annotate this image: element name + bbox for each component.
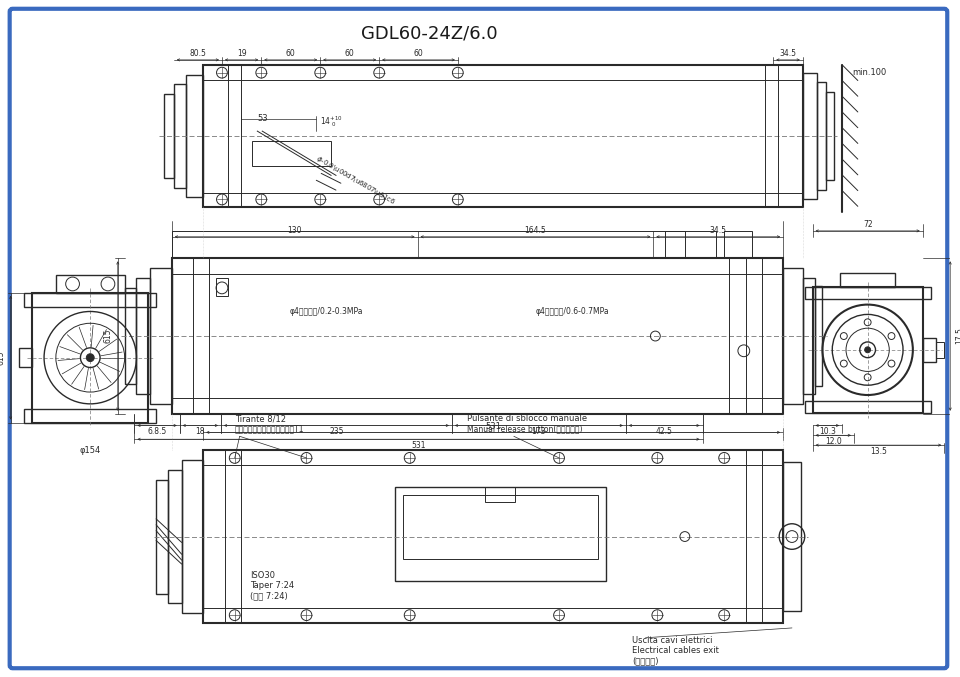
Circle shape (865, 347, 871, 353)
Text: 615: 615 (104, 329, 112, 343)
Text: 6.8.5: 6.8.5 (148, 427, 167, 436)
Text: 60: 60 (286, 49, 296, 58)
Text: min.100: min.100 (852, 68, 886, 77)
Bar (204, 65, 803, 207)
Bar (804, 401, 930, 413)
Text: 当樯构与模具配合时紧固连接T1: 当樯构与模具配合时紧固连接T1 (235, 424, 304, 433)
Bar (923, 338, 936, 362)
Text: φ154: φ154 (80, 445, 101, 454)
Bar (783, 462, 801, 611)
Bar (803, 278, 815, 394)
Text: φ4套就接口/0.6-0.7MPa: φ4套就接口/0.6-0.7MPa (536, 307, 609, 316)
Text: 42.5: 42.5 (656, 427, 673, 436)
Text: $\phi$-0.0\u00d7\u6807\u51c6: $\phi$-0.0\u00d7\u6807\u51c6 (314, 153, 397, 207)
Text: Manual release button(手动领松按): Manual release button(手动领松按) (467, 424, 582, 433)
Text: 60: 60 (414, 49, 423, 58)
Bar (812, 287, 923, 413)
Bar (216, 278, 228, 296)
Text: 17.5: 17.5 (955, 328, 960, 345)
Bar (783, 268, 803, 404)
Bar (252, 141, 331, 166)
Bar (803, 72, 817, 200)
Text: 53: 53 (257, 114, 268, 123)
Bar (156, 479, 168, 594)
Bar (125, 288, 136, 385)
Text: 12.0: 12.0 (825, 437, 842, 445)
Text: 34.5: 34.5 (780, 49, 797, 58)
Bar (815, 286, 823, 386)
Bar (804, 287, 930, 299)
Bar (724, 231, 752, 259)
Text: Taper 7:24: Taper 7:24 (251, 581, 295, 590)
Text: 72: 72 (863, 221, 873, 230)
Text: 19: 19 (237, 49, 247, 58)
Bar (172, 259, 783, 274)
Bar (24, 292, 156, 307)
Text: Pulsante di sblocco manuale: Pulsante di sblocco manuale (467, 414, 587, 423)
Text: 615: 615 (0, 351, 6, 365)
Text: 531: 531 (485, 422, 501, 431)
Bar (665, 231, 716, 259)
Bar (817, 83, 827, 190)
Bar (936, 342, 945, 357)
Bar (172, 231, 684, 259)
Text: $14^{+10}_{\ 0}$: $14^{+10}_{\ 0}$ (320, 114, 343, 129)
Bar (204, 608, 783, 623)
Bar (204, 450, 783, 465)
Bar (56, 275, 125, 292)
Text: 80.5: 80.5 (189, 49, 206, 58)
Bar (18, 348, 33, 368)
Bar (172, 398, 783, 414)
Text: 130: 130 (287, 226, 302, 236)
Bar (136, 278, 150, 394)
Bar (827, 92, 834, 180)
Text: 34.5: 34.5 (709, 226, 727, 236)
Bar (403, 496, 598, 559)
Text: φ4气源接口/0.2-0.3MPa: φ4气源接口/0.2-0.3MPa (290, 307, 363, 316)
Bar (486, 487, 515, 502)
Bar (395, 487, 606, 581)
Bar (24, 409, 156, 422)
Bar (33, 292, 148, 422)
Bar (204, 450, 783, 623)
Text: ISO30: ISO30 (251, 571, 276, 580)
Text: 173: 173 (532, 427, 546, 436)
Text: 531: 531 (411, 441, 425, 450)
Bar (204, 192, 803, 207)
Text: 18: 18 (196, 427, 205, 436)
Text: 235: 235 (329, 427, 344, 436)
Text: Tirante 8/12: Tirante 8/12 (235, 414, 286, 423)
Text: 10.3: 10.3 (819, 427, 836, 436)
Bar (204, 65, 803, 79)
Bar (174, 85, 185, 188)
Text: GDL60-24Z/6.0: GDL60-24Z/6.0 (361, 24, 497, 43)
Bar (168, 470, 181, 603)
Text: (电缆出口): (电缆出口) (632, 656, 659, 665)
Text: Uscita cavi elettrici: Uscita cavi elettrici (632, 636, 712, 645)
Text: 13.5: 13.5 (870, 447, 887, 456)
Bar (181, 460, 204, 613)
Bar (164, 94, 174, 178)
Bar (172, 259, 783, 414)
Text: 164.5: 164.5 (524, 226, 546, 236)
Bar (840, 273, 895, 287)
Text: (模具 7:24): (模具 7:24) (251, 591, 288, 600)
Text: 60: 60 (345, 49, 354, 58)
Text: Electrical cables exit: Electrical cables exit (632, 646, 719, 655)
FancyBboxPatch shape (10, 9, 948, 668)
Bar (150, 268, 172, 404)
Bar (185, 74, 204, 198)
Circle shape (86, 354, 94, 362)
